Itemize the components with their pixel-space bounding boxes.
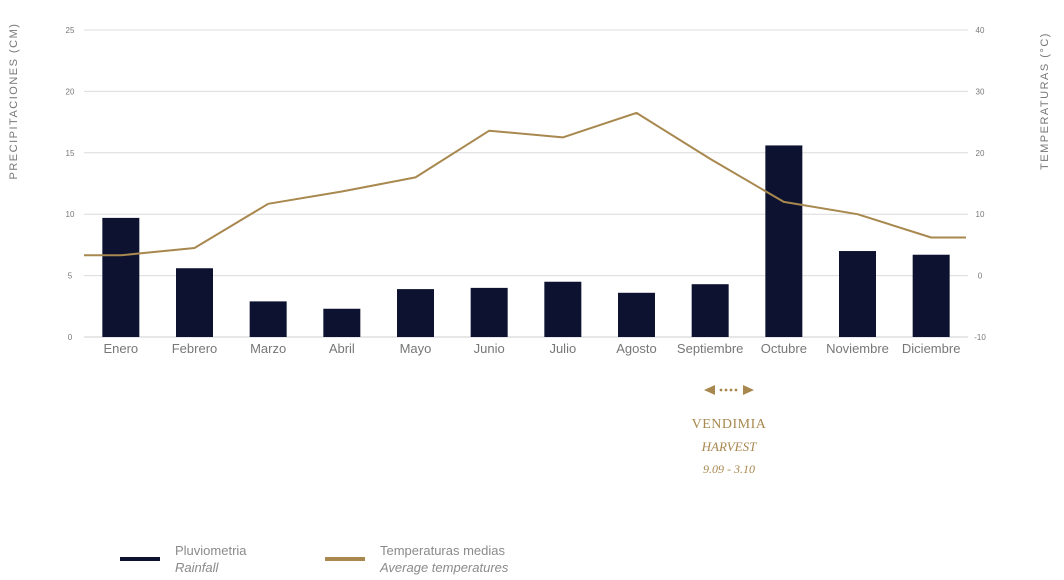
temperature-line — [84, 111, 966, 257]
y-tick-left: 20 — [66, 87, 75, 96]
rainfall-bar — [323, 308, 361, 337]
x-tick-label: Enero — [103, 341, 138, 356]
rainfall-bar — [397, 289, 434, 337]
x-tick-label: Septiembre — [677, 341, 743, 356]
x-tick-label: Mayo — [400, 341, 432, 356]
x-tick-label: Agosto — [616, 341, 656, 356]
legend-sublabel-rainfall: Rainfall — [175, 560, 219, 575]
temperature-line-group — [84, 111, 966, 257]
y-tick-right: 40 — [976, 26, 985, 35]
legend-label-temperature: Temperaturas medias — [380, 543, 505, 558]
legend-label-rainfall: Pluviometria — [175, 543, 247, 558]
x-tick-label: Junio — [474, 341, 505, 356]
legend-sublabel-temperature: Average temperatures — [380, 560, 509, 575]
right-axis-ticks: -10 0 10 20 30 40 — [974, 26, 986, 342]
rainfall-bar — [249, 301, 287, 337]
rainfall-bar — [618, 292, 655, 337]
y-tick-right: -10 — [974, 333, 986, 342]
x-axis-labels: Enero Febrero Marzo Abril Mayo Junio Julio Agos… — [103, 341, 960, 356]
x-tick-label: Octubre — [761, 341, 807, 356]
x-tick-label: Marzo — [250, 341, 286, 356]
x-tick-label: Febrero — [172, 341, 218, 356]
legend-swatch-rainfall — [120, 557, 160, 561]
x-tick-label: Noviembre — [826, 341, 889, 356]
y-tick-right: 10 — [976, 210, 985, 219]
y-tick-left: 10 — [66, 210, 75, 219]
harvest-annotation: VENDIMIA HARVEST 9.09 - 3.10 — [668, 384, 790, 480]
y-axis-title-right: TEMPERATURAS (°C) — [1039, 32, 1051, 170]
rainfall-bar — [839, 251, 876, 337]
harvest-dates: 9.09 - 3.10 — [703, 462, 755, 476]
harvest-title: VENDIMIA — [691, 417, 767, 432]
double-arrow-icon — [704, 385, 754, 395]
rainfall-bar — [102, 217, 140, 337]
x-tick-label: Diciembre — [902, 341, 961, 356]
rainfall-bar — [691, 284, 729, 337]
rainfall-bar — [544, 281, 582, 337]
y-tick-left: 25 — [66, 26, 75, 35]
y-tick-left: 15 — [66, 149, 75, 158]
rainfall-bar — [912, 254, 950, 337]
harvest-subtitle: HARVEST — [701, 439, 757, 454]
y-axis-title-left: PRECIPITACIONES (CM) — [8, 22, 20, 180]
legend-swatch-temperature — [325, 557, 365, 561]
gridlines — [84, 29, 968, 338]
y-tick-right: 0 — [978, 272, 983, 281]
rainfall-bar — [765, 145, 803, 337]
rainfall-bars — [102, 145, 950, 337]
y-tick-right: 30 — [976, 87, 985, 96]
x-tick-label: Julio — [549, 341, 576, 356]
y-tick-right: 20 — [976, 149, 985, 158]
x-tick-label: Abril — [329, 341, 355, 356]
rainfall-bar — [176, 268, 213, 337]
y-tick-left: 0 — [68, 333, 73, 342]
y-tick-left: 5 — [68, 272, 73, 281]
rainfall-bar — [470, 287, 508, 337]
left-axis-ticks: 0 5 10 15 20 25 — [66, 26, 75, 342]
